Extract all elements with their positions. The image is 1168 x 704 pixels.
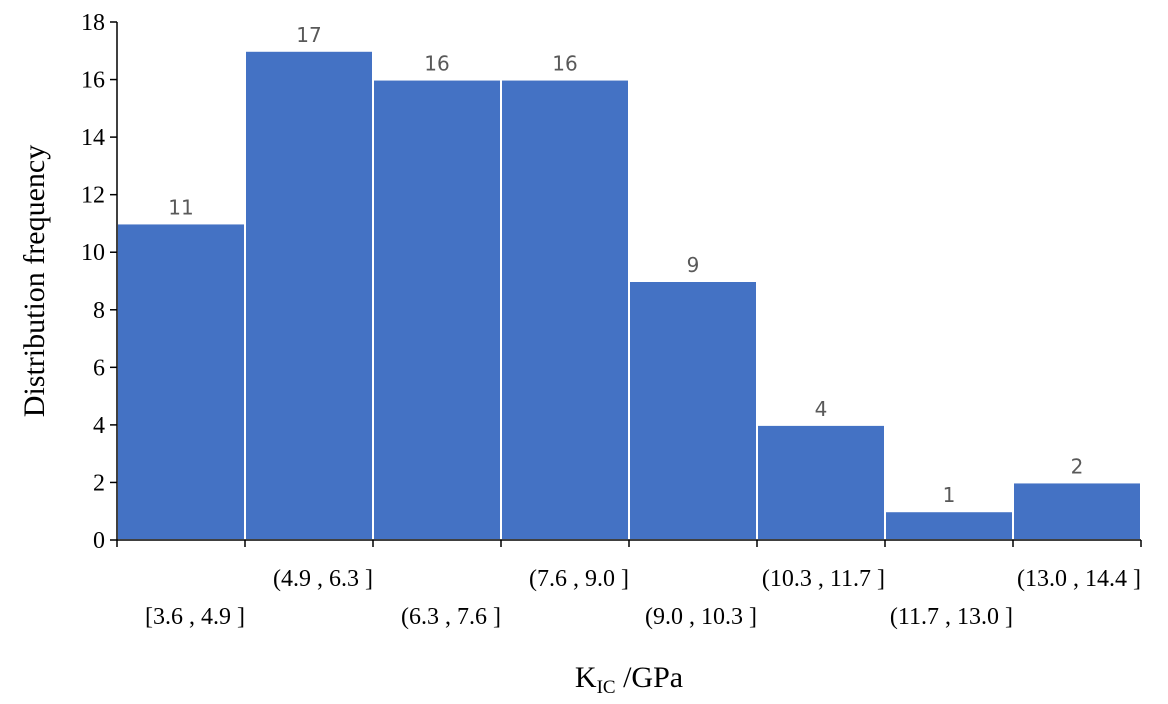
x-ticks-group: [3.6 , 4.9 ] (4.9 , 6.3 ] (6.3 , 7.6 ] (7.6… — [116, 540, 1142, 630]
data-labels-group: 11 17 16 16 9 4 1 2 — [168, 23, 1083, 507]
data-label-3: 16 — [552, 52, 577, 76]
x-tick-label-0: [3.6 , 4.9 ] — [145, 604, 245, 630]
y-tick-label-0: 0 — [93, 528, 105, 554]
data-label-5: 4 — [815, 397, 828, 421]
y-tick-label-9: 18 — [81, 10, 105, 36]
data-label-4: 9 — [687, 253, 700, 277]
bar-4 — [628, 280, 758, 541]
y-tick-label-5: 10 — [81, 240, 105, 266]
bar-0 — [116, 222, 246, 541]
x-axis-title-main: K — [575, 661, 597, 694]
y-tick-label-3: 6 — [93, 355, 105, 381]
y-tick-label-1: 2 — [93, 470, 105, 496]
x-tick-label-2: (6.3 , 7.6 ] — [401, 604, 501, 630]
y-tick-label-7: 14 — [81, 125, 105, 151]
bar-2 — [372, 78, 502, 542]
bar-3 — [500, 78, 630, 542]
data-label-1: 17 — [296, 23, 321, 47]
x-axis-title-unit: /GPa — [616, 661, 684, 694]
bar-7 — [1012, 481, 1142, 542]
x-tick-label-5: (10.3 , 11.7 ] — [762, 566, 885, 592]
x-tick-label-1: (4.9 , 6.3 ] — [273, 566, 373, 592]
x-tick-label-7: (13.0 , 14.4 ] — [1017, 566, 1141, 592]
x-axis-title-subscript: IC — [597, 677, 616, 698]
bar-5 — [756, 423, 886, 541]
y-ticks-group: 0 2 4 6 8 10 12 14 16 18 — [81, 10, 117, 554]
y-tick-label-4: 8 — [93, 298, 105, 324]
bar-1 — [244, 49, 374, 542]
x-axis-title: KIC /GPa — [575, 661, 683, 698]
bars-group — [116, 49, 1142, 542]
data-label-2: 16 — [424, 52, 449, 76]
y-axis-title: Distribution frequency — [18, 145, 51, 417]
data-label-6: 1 — [943, 483, 956, 507]
y-tick-label-6: 12 — [81, 183, 105, 209]
x-tick-label-4: (9.0 , 10.3 ] — [645, 604, 757, 630]
y-tick-label-2: 4 — [93, 413, 105, 439]
bar-6 — [884, 510, 1014, 542]
x-tick-label-6: (11.7 , 13.0 ] — [890, 604, 1013, 630]
data-label-0: 11 — [168, 195, 193, 219]
y-tick-label-8: 16 — [81, 68, 105, 94]
x-tick-label-3: (7.6 , 9.0 ] — [529, 566, 629, 592]
data-label-7: 2 — [1071, 454, 1084, 478]
